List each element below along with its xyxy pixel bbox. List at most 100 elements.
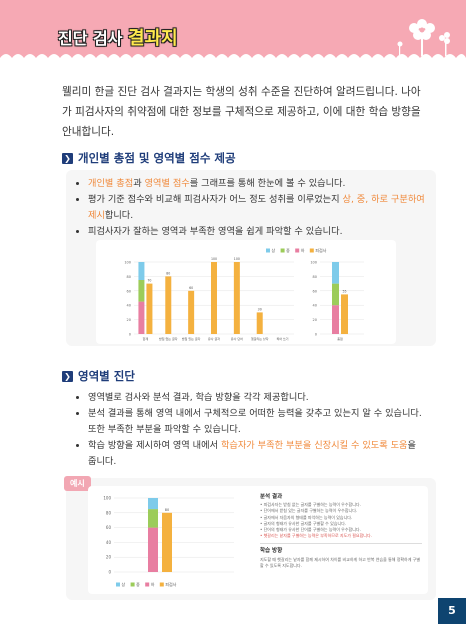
legend-label: 피검사 — [165, 581, 176, 587]
bar-value-label: 100 — [211, 257, 217, 261]
bar-value-label: 100 — [234, 257, 240, 261]
y-tick-label: 100 — [103, 496, 111, 501]
x-tick-label: 헷갈리는 낱자 — [251, 336, 269, 341]
section2-bullets: 영역별로 검사와 분석 결과, 학습 방향을 각각 제공합니다. 분석 결과를 … — [66, 388, 436, 472]
y-tick-label: 0 — [108, 570, 111, 575]
header-scallop-border — [0, 54, 466, 60]
page-title: 진단 검사 결과지 — [58, 24, 178, 50]
divider — [260, 543, 422, 545]
x-tick-label: 받침 있는 글자 — [182, 336, 201, 341]
analysis-line-warning: • 헷갈리는 낱자를 구별하는 능력은 부족하므로 지도가 필요합니다. — [260, 533, 372, 539]
y-tick-label: 0 — [315, 333, 317, 337]
bullet-item: 분석 결과를 통해 영역 내에서 구체적으로 어떠한 능력을 갖추고 있는지 알… — [88, 406, 426, 438]
bar-value-label: 30 — [258, 307, 262, 311]
side-score-bar — [341, 294, 348, 334]
bar-value-label: 70 — [147, 279, 151, 283]
score-bar — [188, 290, 195, 334]
example-analysis: 분석 결과 • 피검사자는 받침 없는 글자를 구별하는 능력이 우수합니다. … — [260, 494, 422, 569]
title-highlight: 결과지 — [128, 28, 178, 49]
x-tick-label: 받침 없는 글자 — [159, 336, 178, 341]
section1-title: 개인별 총점 및 영역별 점수 제공 — [78, 151, 236, 165]
bar-value-label: 80 — [165, 508, 169, 512]
chevron-right-icon: ❯ — [62, 152, 73, 164]
criteria-stack-segment — [138, 262, 145, 280]
analysis-line: • 단어의 형태가 유사한 단어를 구별하는 능력이 우수합니다. — [260, 527, 361, 533]
y-tick-label: 20 — [106, 555, 112, 560]
example-bar-chart: 0 20 40 60 80 100 80 상 중 하 피검사 — [103, 496, 234, 587]
chevron-right-icon: ❯ — [62, 370, 73, 382]
analysis-line: • 글자에서 자음자의 형태를 파악하는 능력이 있습니다. — [260, 514, 353, 520]
y-tick-label: 60 — [127, 289, 131, 293]
legend-swatch — [309, 248, 314, 253]
section-heading-total-score: ❯ 개인별 총점 및 영역별 점수 제공 — [62, 150, 236, 166]
side-stack-segment — [332, 305, 339, 334]
y-tick-label: 20 — [313, 318, 317, 322]
legend-swatch — [280, 248, 285, 253]
y-tick-label: 80 — [313, 275, 317, 279]
bar-value-label: 55 — [342, 289, 346, 293]
bar-value-label: 80 — [166, 271, 170, 275]
y-tick-label: 0 — [129, 333, 131, 337]
score-bar-chart: 0 20 40 60 80 100 상 중 하 피검사 70 합계 80 받침 없는 글자 60 받침 있는 … — [124, 247, 364, 341]
legend-label: 상 — [122, 581, 126, 587]
score-bar — [165, 276, 172, 334]
example-panel: 예시 0 20 40 60 80 100 80 상 중 하 피검사 분석 결과 • 피검사자는 받침… — [64, 476, 436, 600]
legend-swatch — [159, 582, 164, 587]
example-tag: 예시 — [64, 476, 91, 491]
y-tick-label: 80 — [127, 275, 131, 279]
bullet-item: 평가 기준 점수와 비교해 피검사자가 어느 정도 성취를 이루었는지 상, 중… — [88, 192, 426, 224]
score-bar — [211, 262, 217, 334]
analysis-title: 분석 결과 — [260, 494, 283, 500]
example-score-bar — [162, 512, 172, 572]
y-tick-label: 100 — [124, 261, 131, 265]
flower-decoration-icon — [397, 19, 450, 56]
example-stack-segment — [148, 527, 158, 572]
criteria-stack-segment — [138, 280, 145, 302]
x-tick-label: 유사 글자 — [208, 336, 220, 341]
example-stack-segment — [148, 498, 158, 510]
y-tick-label: 40 — [313, 304, 317, 308]
score-bar — [146, 283, 153, 334]
page-number: 5 — [438, 598, 466, 624]
analysis-line: • 글자의 형태가 유사한 글자를 구별할 수 있습니다. — [260, 520, 347, 526]
y-tick-label: 40 — [106, 540, 112, 545]
direction-title: 학습 방향 — [260, 548, 283, 555]
analysis-line: • 피검사자는 받침 없는 글자를 구별하는 능력이 우수합니다. — [260, 502, 361, 508]
bullet-item: 피검사자가 잘하는 영역과 부족한 영역을 쉽게 파악할 수 있습니다. — [88, 224, 426, 240]
x-tick-label: 총점 — [337, 336, 343, 341]
bullet-item: 개인별 총점과 영역별 점수를 그래프를 통해 한눈에 볼 수 있습니다. — [88, 176, 426, 192]
score-bar — [233, 262, 240, 334]
intro-paragraph: 웰리미 한글 진단 검사 결과지는 학생의 성취 수준을 진단하여 알려드립니다… — [62, 86, 421, 138]
section2-title: 영역별 진단 — [78, 369, 135, 383]
legend-label: 피검사 — [315, 247, 326, 253]
legend-swatch — [295, 248, 300, 253]
analysis-line: • 단어에서 받침 있는 글자를 구별하는 능력이 우수합니다. — [260, 508, 358, 514]
x-tick-label: 유사 단어 — [231, 336, 243, 341]
x-tick-label: 합계 — [143, 336, 149, 341]
legend-label: 상 — [272, 247, 276, 253]
bullet-item: 학습 방향을 제시하여 영역 내에서 학습자가 부족한 부분을 신장시킬 수 있… — [88, 438, 426, 470]
y-tick-label: 40 — [127, 304, 131, 308]
direction-text: 지도할 때 헷갈리는 낱자를 함께 제시하여 차이를 비교하게 하고 반복 연습… — [260, 556, 421, 568]
score-chart-panel: 0 20 40 60 80 100 상 중 하 피검사 70 합계 80 받침 없는 글자 60 받침 있는 … — [96, 240, 396, 344]
score-bar — [256, 312, 263, 334]
example-stack-segment — [148, 509, 158, 528]
bar-value-label: 60 — [189, 286, 193, 290]
legend-swatch — [145, 582, 150, 587]
side-stack-segment — [332, 283, 339, 306]
legend-swatch — [116, 582, 120, 587]
side-stack-segment — [332, 262, 339, 284]
y-tick-label: 60 — [106, 525, 112, 530]
y-tick-label: 80 — [106, 510, 112, 515]
page-header: 진단 검사 결과지 — [0, 0, 466, 60]
bullet-item: 영역별로 검사와 분석 결과, 학습 방향을 각각 제공합니다. — [88, 390, 426, 406]
y-tick-label: 20 — [127, 318, 131, 322]
legend-label: 하 — [301, 247, 305, 253]
example-report: 0 20 40 60 80 100 80 상 중 하 피검사 분석 결과 • 피검사자는 받침 없는… — [88, 486, 428, 594]
y-tick-label: 60 — [313, 289, 317, 293]
legend-label: 중 — [286, 248, 290, 253]
section-heading-area-diagnosis: ❯ 영역별 진단 — [62, 368, 135, 384]
legend-swatch — [266, 248, 270, 253]
criteria-stack-segment — [138, 301, 145, 334]
legend-label: 중 — [136, 582, 140, 587]
